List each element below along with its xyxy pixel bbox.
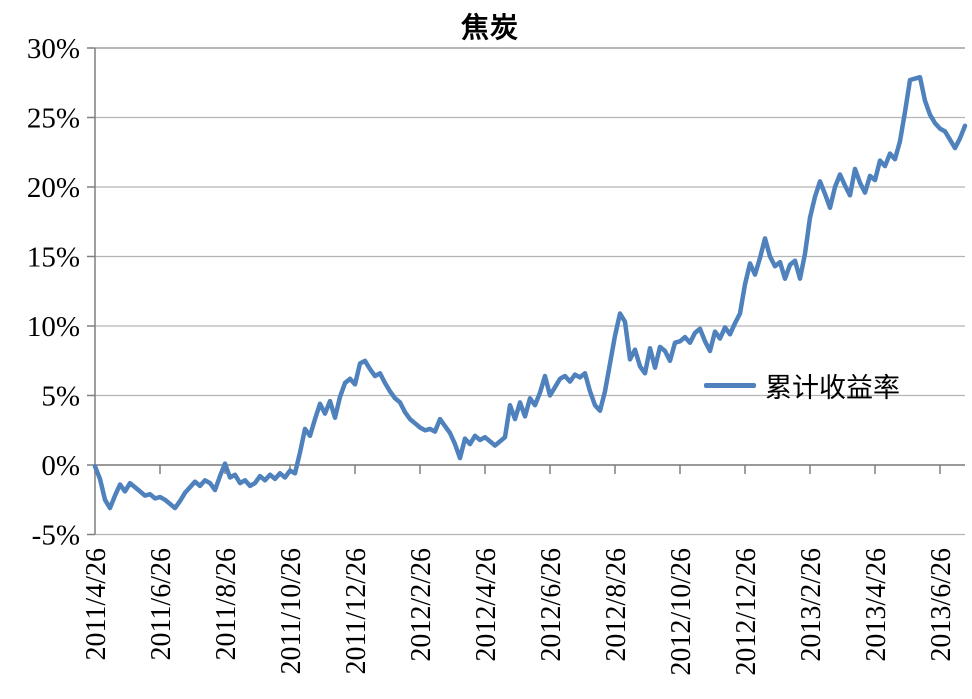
- svg-text:2012/12/26: 2012/12/26: [731, 548, 762, 676]
- svg-text:15%: 15%: [27, 242, 80, 274]
- svg-text:2012/8/26: 2012/8/26: [601, 548, 632, 662]
- legend: 累计收益率: [704, 366, 900, 405]
- svg-text:2013/2/26: 2013/2/26: [796, 548, 827, 662]
- svg-text:2013/4/26: 2013/4/26: [861, 548, 892, 662]
- legend-line-swatch: [704, 383, 756, 388]
- svg-text:2012/10/26: 2012/10/26: [666, 548, 697, 676]
- svg-text:20%: 20%: [27, 172, 80, 204]
- svg-text:2011/10/26: 2011/10/26: [276, 548, 307, 675]
- svg-text:2013/6/26: 2013/6/26: [926, 548, 957, 662]
- svg-text:2012/2/26: 2012/2/26: [406, 548, 437, 662]
- svg-text:2011/8/26: 2011/8/26: [211, 548, 242, 661]
- svg-text:10%: 10%: [27, 311, 80, 343]
- svg-text:2011/4/26: 2011/4/26: [81, 548, 112, 661]
- chart-title: 焦炭: [460, 13, 519, 44]
- svg-text:25%: 25%: [27, 103, 80, 135]
- svg-text:2011/6/26: 2011/6/26: [146, 548, 177, 661]
- svg-text:-5%: -5%: [32, 520, 80, 552]
- svg-text:5%: 5%: [41, 381, 80, 413]
- svg-text:2012/6/26: 2012/6/26: [536, 548, 567, 662]
- svg-text:0%: 0%: [41, 450, 80, 482]
- svg-text:2011/12/26: 2011/12/26: [341, 548, 372, 675]
- svg-text:2012/4/26: 2012/4/26: [471, 548, 502, 662]
- svg-text:30%: 30%: [27, 33, 80, 65]
- legend-label: 累计收益率: [765, 373, 900, 403]
